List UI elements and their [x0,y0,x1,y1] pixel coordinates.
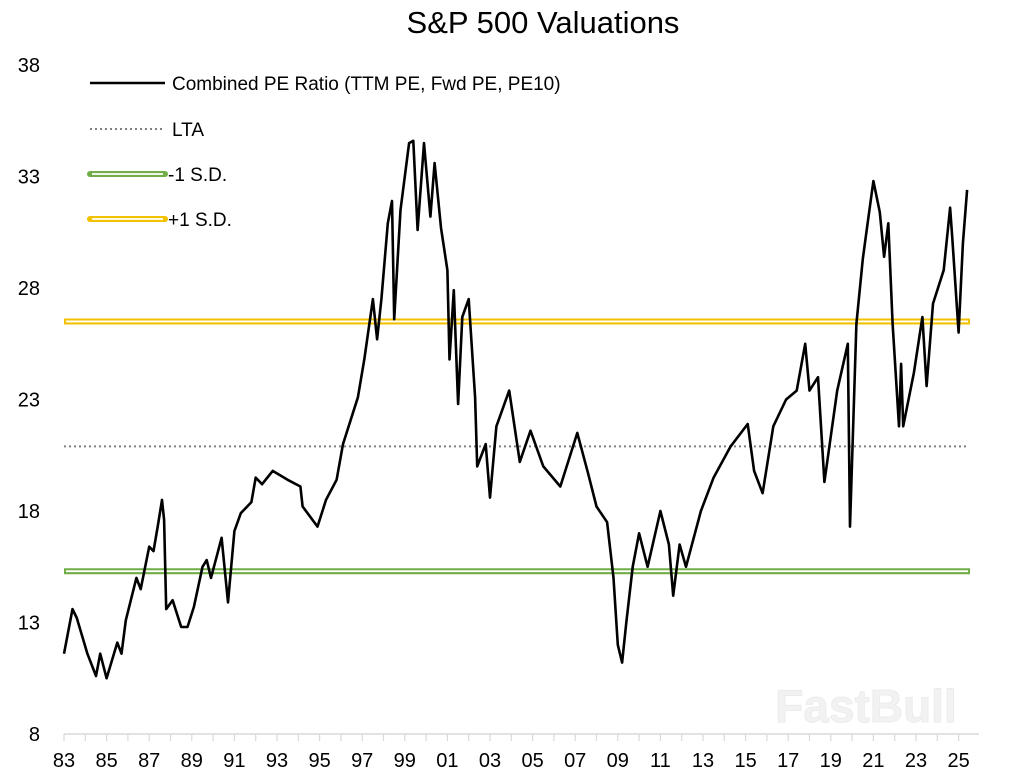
x-tick-label: 13 [692,750,714,772]
x-tick-label: 95 [308,750,330,772]
legend-label: +1 S.D. [168,210,232,231]
y-tick-label: 28 [18,278,40,300]
x-tick-label: 89 [181,750,203,772]
x-tick-label: 05 [521,750,543,772]
y-tick-label: 23 [18,390,40,412]
y-tick-label: 38 [18,55,40,77]
reference-lines [64,318,970,575]
x-tick-label: 91 [223,750,245,772]
legend: Combined PE Ratio (TTM PE, Fwd PE, PE10)… [87,74,561,231]
x-tick-label: 99 [394,750,416,772]
x-tick-label: 85 [95,750,117,772]
x-tick-label: 23 [905,750,927,772]
x-tick-label: 25 [947,750,969,772]
legend-label: -1 S.D. [168,165,227,186]
chart-title: S&P 500 Valuations [407,5,680,40]
x-tick-label: 09 [607,750,629,772]
x-tick-label: 11 [650,750,671,772]
legend-label: LTA [172,120,204,141]
x-tick-label: 87 [138,750,160,772]
y-tick-label: 8 [29,724,40,746]
x-tick-label: 97 [351,750,373,772]
y-tick-label: 13 [18,613,40,635]
x-tick-label: 19 [820,750,842,772]
x-axis: 83 85 87 89 91 93 95 97 99 01 03 05 07 09 11 13 15 17 19 21… [53,733,979,772]
x-tick-label: 01 [436,750,458,772]
x-tick-label: 15 [734,750,756,772]
y-tick-label: 18 [18,501,40,523]
x-tick-label: 07 [564,750,586,772]
legend-label: Combined PE Ratio (TTM PE, Fwd PE, PE10) [172,74,561,95]
x-tick-label: 03 [479,750,501,772]
series-line-combined-pe [62,139,969,680]
x-tick-label: 93 [266,750,288,772]
y-axis: 38 33 28 23 18 13 8 [18,55,40,746]
x-tick-label: 83 [53,750,75,772]
watermark-logo: FastBull [775,680,956,732]
x-tick-label: 21 [862,750,884,772]
y-tick-label: 33 [18,167,40,189]
x-tick-label: 17 [777,750,799,772]
